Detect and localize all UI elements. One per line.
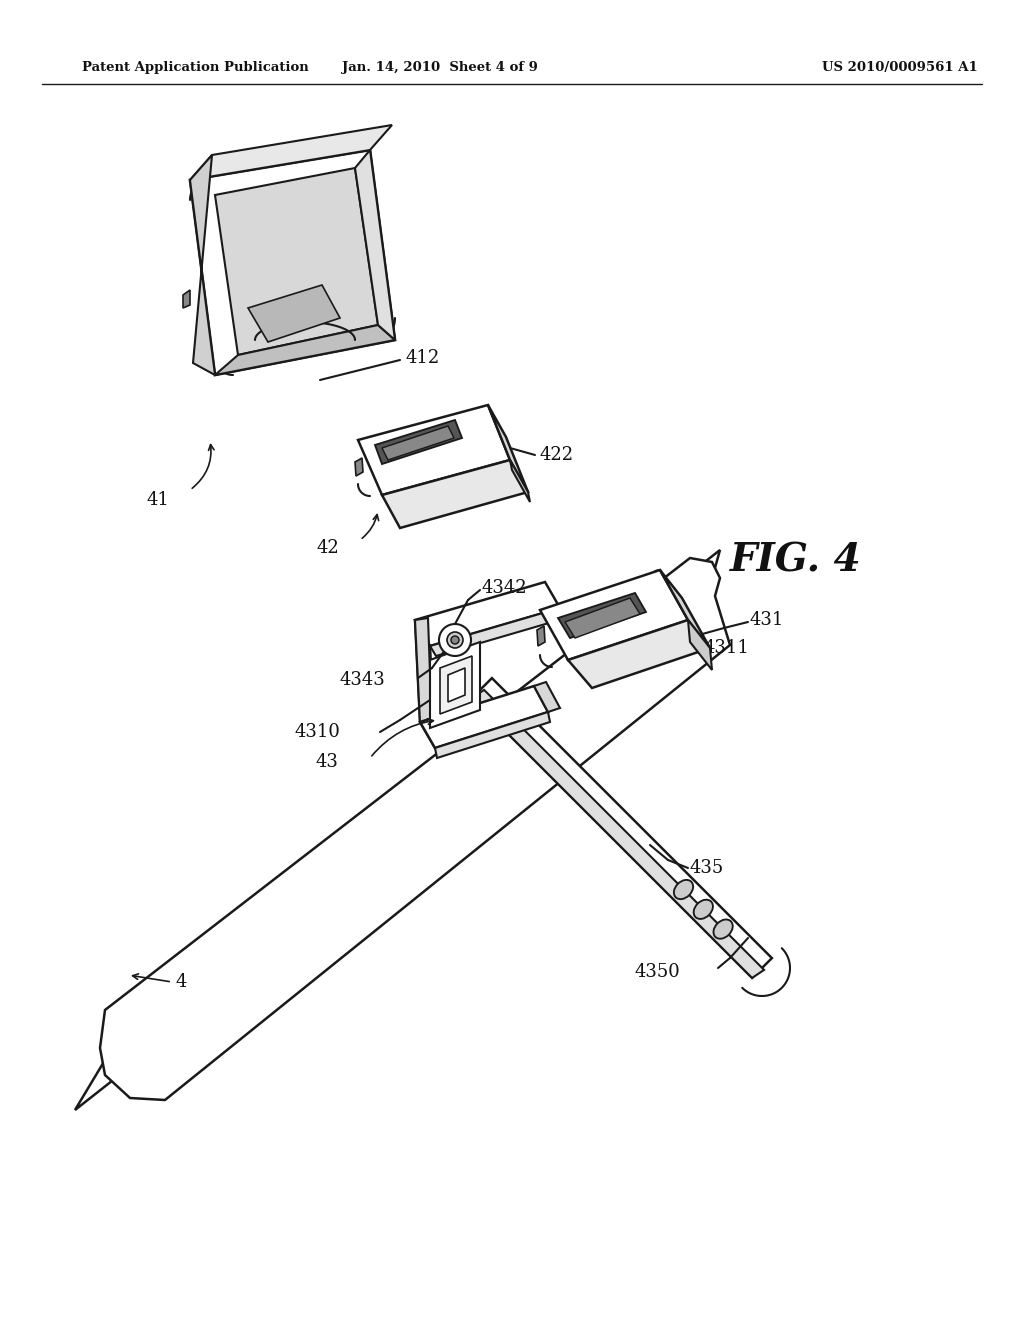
Polygon shape [472, 678, 772, 978]
Circle shape [451, 636, 459, 644]
Polygon shape [190, 150, 395, 375]
Polygon shape [430, 642, 480, 729]
Text: 4350: 4350 [634, 964, 680, 981]
Polygon shape [100, 558, 730, 1100]
Polygon shape [415, 620, 435, 748]
Polygon shape [435, 711, 550, 758]
Polygon shape [75, 550, 720, 1110]
Text: FIG. 4: FIG. 4 [730, 541, 861, 579]
Ellipse shape [714, 920, 733, 939]
Circle shape [439, 624, 471, 656]
Polygon shape [688, 620, 712, 671]
Text: 431: 431 [750, 611, 784, 630]
Polygon shape [558, 593, 646, 638]
Polygon shape [420, 686, 548, 748]
Polygon shape [540, 570, 688, 660]
Polygon shape [358, 405, 510, 495]
Polygon shape [430, 609, 566, 656]
Polygon shape [488, 405, 528, 492]
Text: 435: 435 [690, 859, 724, 876]
Polygon shape [183, 290, 190, 308]
Text: 4310: 4310 [294, 723, 340, 741]
Polygon shape [415, 618, 432, 729]
Polygon shape [248, 285, 340, 342]
Polygon shape [190, 125, 392, 180]
Polygon shape [355, 458, 362, 477]
Polygon shape [565, 598, 640, 638]
Polygon shape [382, 426, 454, 459]
Polygon shape [660, 570, 710, 648]
Text: 412: 412 [406, 348, 439, 367]
Polygon shape [537, 626, 545, 645]
Text: US 2010/0009561 A1: US 2010/0009561 A1 [822, 62, 978, 74]
Polygon shape [375, 420, 462, 465]
Polygon shape [415, 582, 560, 645]
Text: 4311: 4311 [705, 639, 750, 657]
Ellipse shape [693, 900, 713, 919]
Text: 4: 4 [175, 973, 186, 991]
Polygon shape [215, 168, 378, 355]
Text: 42: 42 [316, 539, 339, 557]
Polygon shape [510, 459, 530, 502]
Polygon shape [355, 150, 395, 341]
Text: Patent Application Publication: Patent Application Publication [82, 62, 309, 74]
Polygon shape [449, 668, 465, 702]
Polygon shape [190, 154, 215, 375]
Polygon shape [568, 620, 710, 688]
Polygon shape [215, 325, 395, 375]
Circle shape [447, 632, 463, 648]
Polygon shape [382, 459, 528, 528]
Polygon shape [440, 656, 472, 714]
Polygon shape [472, 690, 764, 978]
Text: 4343: 4343 [339, 671, 385, 689]
Ellipse shape [674, 880, 693, 899]
Polygon shape [534, 682, 560, 711]
Text: Jan. 14, 2010  Sheet 4 of 9: Jan. 14, 2010 Sheet 4 of 9 [342, 62, 538, 74]
Text: 4342: 4342 [482, 579, 527, 597]
Text: 43: 43 [315, 752, 338, 771]
Text: 422: 422 [540, 446, 574, 465]
Text: 41: 41 [146, 491, 169, 510]
